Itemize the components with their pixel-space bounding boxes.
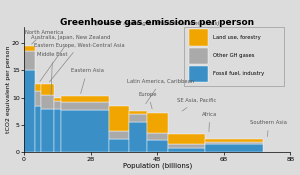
Bar [168, 148, 205, 152]
Bar [24, 46, 35, 51]
Text: Middle East: Middle East [37, 52, 68, 95]
Text: Southern Asia: Southern Asia [250, 120, 287, 136]
Bar [109, 106, 129, 131]
Bar [54, 100, 61, 109]
Text: Eastern Asia: Eastern Asia [70, 68, 104, 93]
FancyBboxPatch shape [189, 29, 208, 46]
Text: (Areas of rectangles show total emissions): (Areas of rectangles show total emission… [95, 20, 220, 26]
Text: SE Asia, Pacific: SE Asia, Pacific [177, 98, 217, 111]
Bar [109, 139, 129, 152]
Bar [129, 111, 146, 114]
X-axis label: Population (billions): Population (billions) [123, 163, 192, 169]
Bar [205, 142, 263, 144]
Text: Other GH gases: Other GH gases [213, 53, 255, 58]
Text: Eastern Europe, West-Central Asia: Eastern Europe, West-Central Asia [34, 43, 124, 82]
Bar [54, 109, 61, 152]
Bar [146, 113, 168, 133]
Text: Australia, Japan, New Zealand: Australia, Japan, New Zealand [31, 36, 110, 81]
Bar [24, 51, 35, 71]
FancyBboxPatch shape [189, 48, 208, 64]
Text: Europe: Europe [139, 92, 158, 109]
Bar [41, 109, 54, 152]
Text: Africa: Africa [202, 112, 218, 132]
Bar [35, 106, 41, 152]
Bar [129, 114, 146, 122]
Bar [168, 134, 205, 144]
Text: North America: North America [25, 30, 63, 44]
Bar [41, 95, 54, 109]
Bar [146, 140, 168, 152]
Bar [129, 122, 146, 152]
Bar [61, 102, 109, 110]
Y-axis label: tCO2 equivalent per person: tCO2 equivalent per person [6, 46, 10, 133]
Text: Latin America, Caribbean: Latin America, Caribbean [127, 79, 194, 104]
Text: Land use, forestry: Land use, forestry [213, 35, 261, 40]
Bar [54, 98, 61, 100]
Bar [35, 91, 41, 106]
Bar [35, 84, 41, 91]
Bar [24, 71, 35, 152]
Bar [205, 144, 263, 152]
Bar [61, 96, 109, 102]
Bar [205, 139, 263, 142]
Bar [109, 131, 129, 139]
Bar [41, 84, 54, 95]
Title: Greenhouse gas emissions per person: Greenhouse gas emissions per person [60, 18, 254, 27]
Bar [61, 110, 109, 152]
Bar [146, 133, 168, 140]
FancyBboxPatch shape [189, 66, 208, 82]
Text: Fossil fuel, industry: Fossil fuel, industry [213, 71, 264, 76]
Bar [168, 144, 205, 148]
